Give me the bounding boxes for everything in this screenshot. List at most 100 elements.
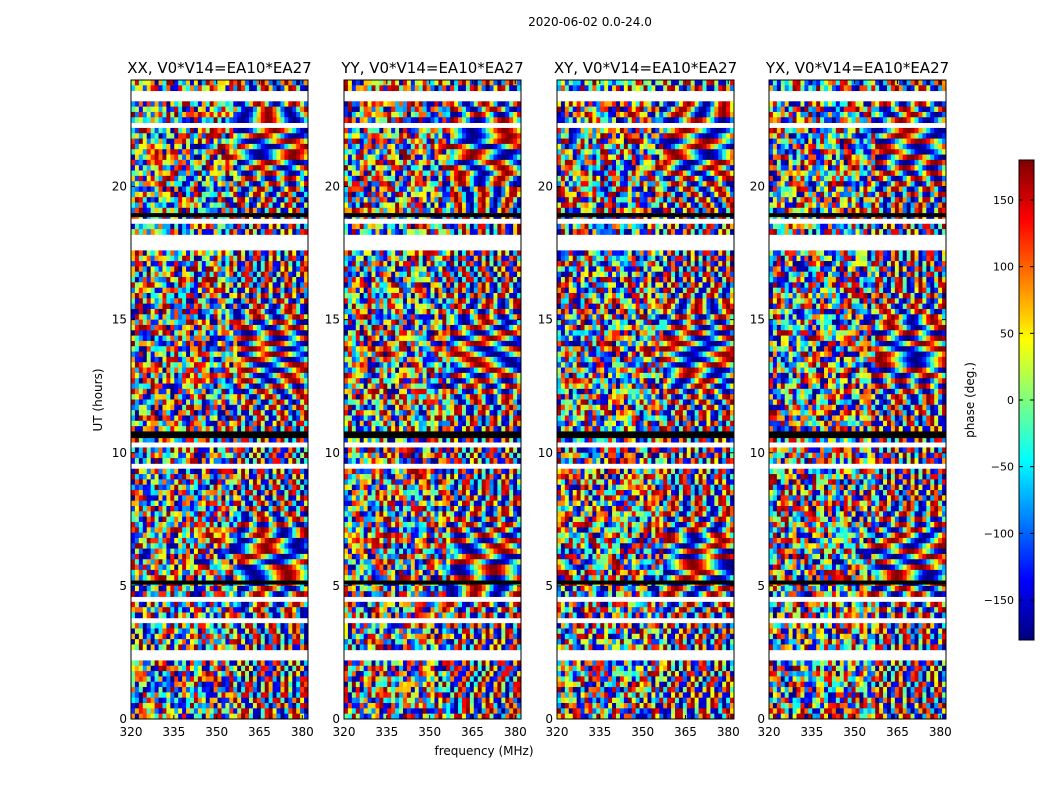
heatmap-cell xyxy=(190,261,195,267)
heatmap-cell xyxy=(229,143,234,150)
heatmap-cell xyxy=(193,319,199,326)
heatmap-cell xyxy=(256,458,262,464)
heatmap-cell xyxy=(233,191,238,198)
heatmap-cell xyxy=(237,660,242,667)
heatmap-cell xyxy=(292,319,297,326)
heatmap-cell xyxy=(260,426,266,432)
heatmap-cell xyxy=(268,314,273,321)
heatmap-cell xyxy=(288,383,293,390)
heatmap-cell xyxy=(256,484,262,491)
heatmap-cell xyxy=(256,159,262,166)
heatmap-cell xyxy=(158,479,163,486)
heatmap-cell xyxy=(300,282,305,289)
heatmap-cell xyxy=(304,623,309,629)
heatmap-cell xyxy=(272,569,277,576)
heatmap-cell xyxy=(205,585,211,592)
heatmap-cell xyxy=(383,85,388,92)
heatmap-cell xyxy=(225,356,230,363)
heatmap-cell xyxy=(174,175,179,182)
heatmap-cell xyxy=(186,277,191,283)
heatmap-cell xyxy=(225,559,230,565)
heatmap-cell xyxy=(158,607,163,613)
heatmap-cell xyxy=(304,420,309,427)
heatmap-cell xyxy=(252,553,258,560)
heatmap-cell xyxy=(344,85,349,92)
heatmap-cell xyxy=(174,250,179,257)
heatmap-cell xyxy=(300,420,305,427)
heatmap-cell xyxy=(154,607,159,613)
heatmap-cell xyxy=(154,633,159,640)
heatmap-cell xyxy=(154,191,159,198)
heatmap-cell xyxy=(166,154,171,161)
heatmap-cell xyxy=(264,452,270,459)
heatmap-cell xyxy=(292,553,297,560)
heatmap-cell xyxy=(300,346,305,352)
heatmap-cell xyxy=(131,585,136,592)
heatmap-cell xyxy=(162,585,167,592)
heatmap-cell xyxy=(280,569,285,576)
heatmap-cell xyxy=(300,372,305,379)
heatmap-cell xyxy=(178,106,183,113)
heatmap-cell xyxy=(256,293,262,299)
heatmap-cell xyxy=(182,271,187,278)
heatmap-cell xyxy=(150,537,155,544)
heatmap-cell xyxy=(304,426,309,432)
heatmap-cell xyxy=(193,601,199,608)
heatmap-cell xyxy=(292,671,297,677)
heatmap-cell xyxy=(190,255,195,262)
heatmap-cell xyxy=(300,207,305,214)
heatmap-cell xyxy=(260,340,266,347)
heatmap-cell xyxy=(178,703,183,709)
heatmap-cell xyxy=(252,207,258,214)
heatmap-cell xyxy=(280,314,285,321)
heatmap-cell xyxy=(221,399,226,406)
heatmap-cell xyxy=(154,111,159,118)
heatmap-cell xyxy=(292,628,297,635)
heatmap-cell xyxy=(237,708,242,715)
heatmap-cell xyxy=(260,314,266,321)
heatmap-cell xyxy=(158,261,163,267)
heatmap-cell xyxy=(249,676,254,683)
heatmap-cell xyxy=(256,676,262,683)
heatmap-cell xyxy=(217,340,222,347)
heatmap-cell xyxy=(186,229,191,235)
heatmap-cell xyxy=(186,319,191,326)
heatmap-cell xyxy=(288,378,293,384)
heatmap-cell xyxy=(158,628,163,635)
heatmap-cell xyxy=(284,713,289,720)
heatmap-cell xyxy=(186,681,191,688)
heatmap-cell xyxy=(131,415,136,422)
heatmap-cell xyxy=(178,186,183,193)
heatmap-cell xyxy=(256,197,262,203)
heatmap-cell xyxy=(276,612,281,619)
heatmap-cell xyxy=(182,186,187,193)
heatmap-cell xyxy=(190,607,195,613)
heatmap-cell xyxy=(138,340,144,347)
heatmap-cell xyxy=(245,117,250,124)
heatmap-cell xyxy=(237,697,242,704)
heatmap-cell xyxy=(264,298,270,305)
heatmap-cell xyxy=(146,85,152,92)
heatmap-cell xyxy=(146,362,152,368)
heatmap-cell xyxy=(481,80,486,86)
heatmap-cell xyxy=(292,202,297,209)
heatmap-cell xyxy=(292,170,297,177)
heatmap-cell xyxy=(241,340,246,347)
heatmap-cell xyxy=(209,351,214,358)
heatmap-cell xyxy=(233,154,238,161)
heatmap-cell xyxy=(300,324,305,331)
heatmap-cell xyxy=(186,591,191,597)
heatmap-cell xyxy=(245,277,250,283)
heatmap-cell xyxy=(154,601,159,608)
heatmap-cell xyxy=(217,207,222,214)
heatmap-cell xyxy=(225,708,230,715)
heatmap-cell xyxy=(264,111,270,118)
heatmap-cell xyxy=(142,319,148,326)
heatmap-cell xyxy=(280,665,285,672)
heatmap-cell xyxy=(186,415,191,422)
heatmap-cell xyxy=(237,447,242,454)
heatmap-cell xyxy=(473,80,479,86)
heatmap-cell xyxy=(284,591,289,597)
heatmap-cell xyxy=(292,298,297,305)
heatmap-cell xyxy=(197,271,203,278)
